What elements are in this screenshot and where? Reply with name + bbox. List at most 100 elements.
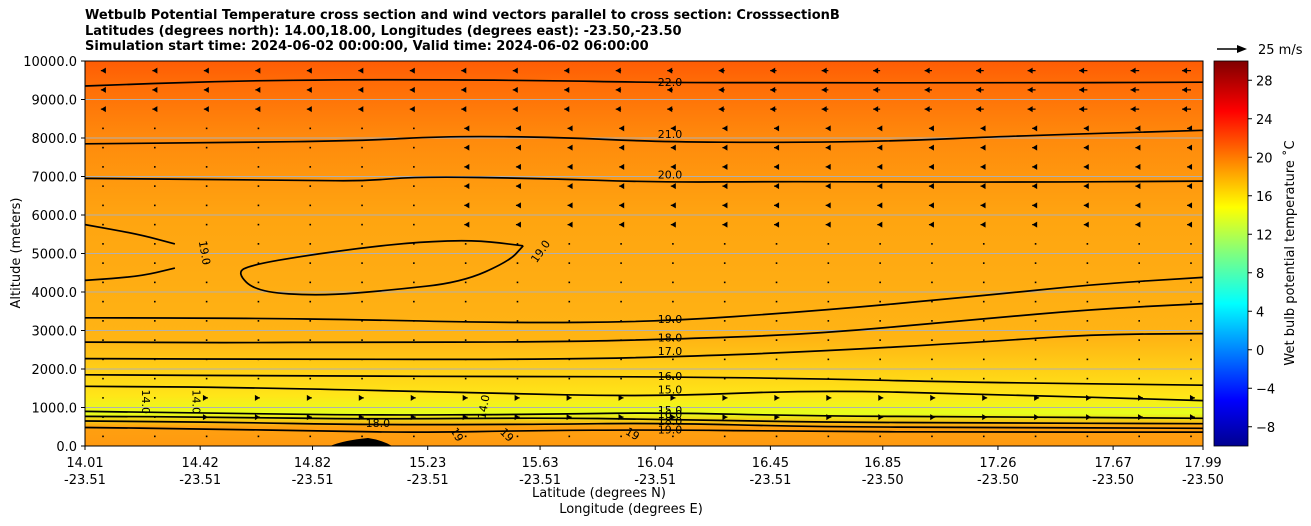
wind-vector-head — [567, 144, 573, 151]
wind-vector — [309, 358, 312, 361]
wind-vector-head — [1182, 86, 1188, 93]
wind-vector-head — [982, 394, 988, 401]
wind-vector-head — [100, 67, 106, 74]
wind-vector — [464, 339, 467, 341]
wind-vector-head — [825, 183, 831, 190]
wind-vector-head — [254, 394, 260, 401]
x-tick-label-lon: -23.50 — [977, 473, 1019, 488]
wind-vector — [154, 262, 156, 264]
wind-vector-head — [306, 106, 312, 113]
contour-label: 16.0 — [658, 370, 683, 383]
y-tick-label: 3000.0 — [32, 325, 78, 340]
wind-vector — [982, 300, 985, 303]
wind-vector — [154, 127, 156, 130]
wind-vector-head — [722, 394, 728, 401]
wind-vector-head — [1079, 106, 1085, 113]
wind-vector-head — [567, 202, 573, 209]
wind-vector — [205, 185, 208, 187]
wind-vector — [1034, 320, 1037, 322]
wind-vector — [931, 281, 933, 284]
wind-vector-head — [358, 394, 364, 401]
wind-vector-head — [722, 202, 728, 209]
contour-label: 22.0 — [658, 76, 683, 89]
wind-key: 25 m/s — [1217, 43, 1303, 58]
wind-vector-head — [821, 67, 827, 74]
wind-vector — [361, 435, 363, 438]
wind-vector — [1138, 435, 1140, 438]
x-tick-label-lat: 17.67 — [1095, 456, 1132, 471]
wind-vector — [102, 320, 104, 322]
wind-vector-head — [1182, 106, 1188, 113]
wind-vector — [1034, 435, 1037, 438]
x-tick-label-lat: 15.63 — [521, 456, 558, 471]
wind-vector — [516, 320, 519, 322]
wind-vector — [464, 377, 467, 380]
wind-vector-head — [1135, 144, 1141, 151]
wind-vector-head — [619, 144, 625, 151]
wind-vector — [205, 204, 208, 207]
wind-vector — [620, 243, 622, 245]
x-tick-label-lon: -23.50 — [1182, 473, 1224, 488]
wind-vector — [620, 300, 622, 303]
wind-vector-head — [1027, 67, 1033, 74]
wind-vector — [413, 320, 415, 322]
wind-vector-head — [1130, 86, 1136, 93]
contour-label: 15.0 — [658, 404, 683, 417]
wind-vector — [1190, 377, 1192, 380]
contour-line — [85, 373, 1203, 387]
wind-vector — [982, 262, 985, 264]
wind-vector — [1138, 243, 1140, 245]
wind-vector — [309, 127, 312, 130]
wind-vector — [1190, 435, 1192, 438]
contour-label: 14.0 — [139, 389, 152, 414]
y-tick-label: 5000.0 — [32, 248, 78, 263]
contour-line — [85, 302, 1203, 344]
wind-vector — [568, 377, 571, 380]
wind-vector — [102, 281, 104, 284]
wind-vector-head — [306, 394, 312, 401]
y-tick-label: 9000.0 — [32, 94, 78, 109]
y-tick-label: 10000.0 — [23, 55, 77, 70]
wind-vector-head — [1135, 125, 1141, 132]
wind-vector — [413, 204, 415, 207]
wind-vector-head — [1187, 221, 1193, 228]
wind-vector — [257, 146, 260, 149]
wind-vector — [361, 300, 363, 303]
wind-vector — [205, 166, 208, 168]
y-tick-label: 2000.0 — [32, 363, 78, 378]
x-tick-label-lat: 14.82 — [294, 456, 331, 471]
wind-vector-head — [1083, 163, 1089, 170]
wind-vector — [413, 166, 415, 168]
x-tick-label-lon: -23.50 — [1092, 473, 1134, 488]
colorbar-tick-label: 8 — [1256, 267, 1264, 282]
wind-vector-head — [670, 183, 676, 190]
wind-vector-head — [515, 202, 521, 209]
wind-vector — [620, 339, 622, 341]
wind-vector — [257, 300, 260, 303]
wind-vector-head — [1138, 394, 1144, 401]
x-tick-label-lat: 14.01 — [66, 456, 103, 471]
wind-vector — [672, 262, 674, 264]
wind-vector-head — [670, 394, 676, 401]
wind-vector-head — [877, 202, 883, 209]
wind-vector — [257, 358, 260, 361]
wind-vector — [1034, 262, 1037, 264]
wind-vector — [309, 339, 312, 341]
y-tick-label: 0.0 — [56, 440, 77, 455]
wind-vector — [620, 377, 622, 380]
wind-vector-head — [825, 221, 831, 228]
wind-vector — [464, 281, 467, 284]
contour-label: 20.0 — [658, 168, 683, 181]
wind-vector — [102, 435, 104, 438]
wind-vector-head — [873, 67, 879, 74]
wind-vector — [568, 435, 571, 438]
wind-vector-head — [821, 106, 827, 113]
wind-vector-head — [930, 394, 936, 401]
wind-vector — [1086, 300, 1089, 303]
wind-vector — [154, 146, 156, 149]
x-tick-label-lon: -23.51 — [179, 473, 221, 488]
y-tick-label: 4000.0 — [32, 286, 78, 301]
wind-vector-head — [722, 125, 728, 132]
x-tick-label-lon: -23.51 — [519, 473, 561, 488]
wind-vector — [102, 416, 104, 418]
